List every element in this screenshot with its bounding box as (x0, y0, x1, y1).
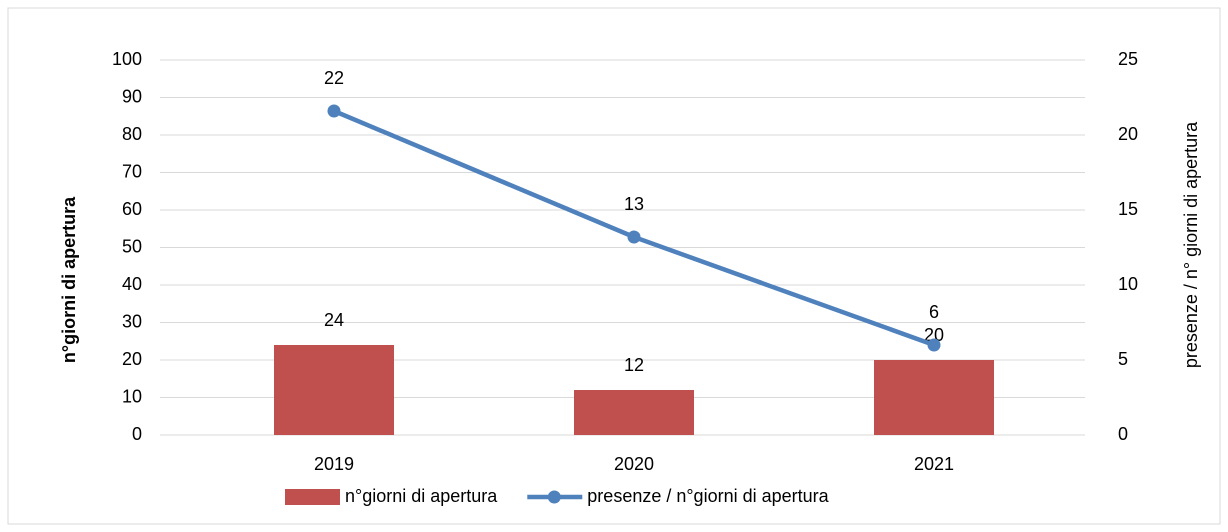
y-tick-label: 100 (112, 49, 142, 69)
bar (574, 390, 694, 435)
y2-tick-label: 25 (1118, 49, 1138, 69)
x-tick-label: 2019 (314, 454, 354, 474)
y-tick-label: 40 (122, 274, 142, 294)
line-value-label: 13 (624, 194, 644, 214)
y-tick-label: 20 (122, 349, 142, 369)
legend-label: presenze / n°giorni di apertura (587, 486, 829, 506)
y2-tick-label: 20 (1118, 124, 1138, 144)
line-point (627, 230, 641, 244)
y2-tick-label: 0 (1118, 424, 1128, 444)
y-tick-label: 70 (122, 161, 142, 181)
bar (274, 345, 394, 435)
bar (874, 360, 994, 435)
x-tick-label: 2020 (614, 454, 654, 474)
line-value-label: 22 (324, 68, 344, 88)
y-tick-label: 60 (122, 199, 142, 219)
bar-value-label: 12 (624, 355, 644, 375)
line-value-label: 6 (929, 302, 939, 322)
x-tick-label: 2021 (914, 454, 954, 474)
bar-value-label: 24 (324, 310, 344, 330)
y2-tick-label: 10 (1118, 274, 1138, 294)
y-tick-label: 30 (122, 311, 142, 331)
y-tick-label: 90 (122, 86, 142, 106)
y-tick-label: 50 (122, 236, 142, 256)
legend-label: n°giorni di apertura (345, 486, 498, 506)
y-tick-label: 10 (122, 386, 142, 406)
chart-frame (7, 7, 1221, 525)
y2-axis-title: presenze / n° giorni di apertura (1181, 121, 1201, 368)
legend-swatch-marker (547, 490, 561, 504)
y-axis-title: n°giorni di apertura (59, 196, 79, 363)
line-point (327, 104, 341, 118)
y-tick-label: 80 (122, 124, 142, 144)
bar-value-label: 20 (924, 325, 944, 345)
y2-tick-label: 5 (1118, 349, 1128, 369)
legend-swatch (285, 489, 340, 505)
line-point (927, 338, 941, 352)
y2-tick-label: 15 (1118, 199, 1138, 219)
y-tick-label: 0 (132, 424, 142, 444)
